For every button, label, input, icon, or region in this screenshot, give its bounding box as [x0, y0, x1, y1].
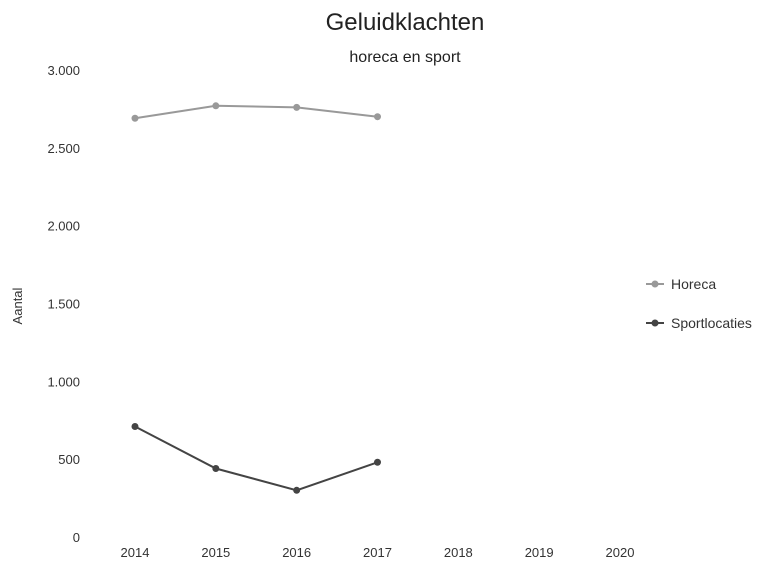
legend: Horeca Sportlocaties: [646, 276, 752, 331]
data-point: [131, 422, 139, 430]
y-tick-label: 1.500: [47, 297, 80, 312]
chart-title: Geluidklachten: [326, 9, 485, 36]
x-tick-label: 2018: [444, 545, 473, 560]
y-tick-label: 0: [73, 530, 80, 545]
x-tick-label: 2020: [606, 545, 635, 560]
x-tick-label: 2017: [363, 545, 392, 560]
x-tick-label: 2016: [282, 545, 311, 560]
data-point: [374, 458, 381, 466]
y-axis-ticks: 0 500 1.000 1.500 2.000 2.500 3.000: [47, 63, 80, 545]
data-point: [293, 486, 301, 494]
y-tick-label: 1.000: [47, 374, 80, 389]
data-point: [131, 114, 139, 122]
y-tick-label: 2.000: [47, 219, 80, 234]
x-tick-label: 2019: [525, 545, 554, 560]
legend-label: Sportlocaties: [671, 315, 752, 331]
x-axis-ticks: 2014 2015 2016 2017 2018 2019 2020: [121, 545, 635, 560]
y-tick-label: 500: [58, 452, 80, 467]
legend-label: Horeca: [671, 276, 716, 292]
chart-subtitle: horeca en sport: [349, 49, 461, 66]
y-tick-label: 2.500: [47, 141, 80, 156]
y-axis-label: Aantal: [10, 287, 25, 324]
data-point: [212, 102, 220, 110]
data-point: [293, 103, 301, 111]
series-line: [134, 104, 378, 120]
data-point: [374, 113, 381, 121]
x-tick-label: 2014: [121, 545, 150, 560]
series-layer: [131, 102, 381, 494]
x-tick-label: 2015: [201, 545, 230, 560]
y-tick-label: 3.000: [47, 63, 80, 78]
legend-marker: [651, 319, 659, 327]
series-line: [134, 425, 378, 492]
legend-marker: [651, 280, 659, 288]
data-point: [212, 465, 220, 473]
